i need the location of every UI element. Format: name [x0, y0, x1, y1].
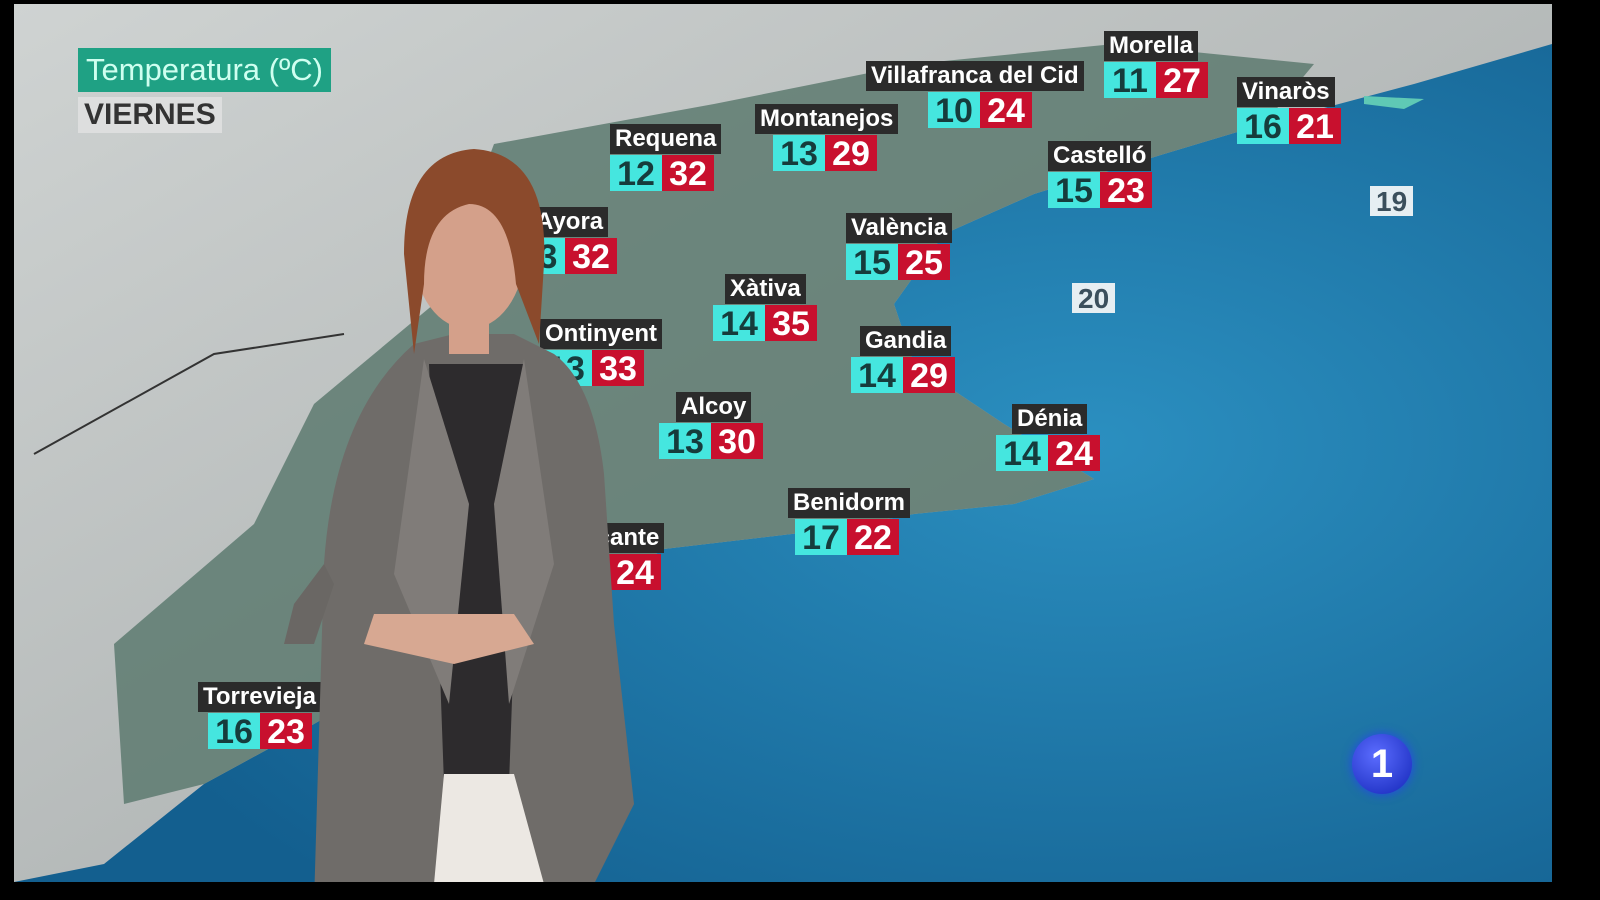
presenter [284, 149, 634, 882]
min-temp: 15 [846, 244, 898, 282]
sea-temp-label: 19 [1370, 186, 1414, 217]
city-morella: Morella 11 27 [1104, 31, 1208, 100]
min-temp: 16 [208, 713, 260, 751]
city-name: Xàtiva [725, 274, 806, 304]
city-denia: Dénia 14 24 [996, 404, 1100, 473]
max-temp: 29 [825, 135, 877, 173]
max-temp: 24 [609, 554, 661, 592]
city-montanejos: Montanejos 13 29 [755, 104, 899, 173]
weather-map: Temperatura (ºC) VIERNES 19 20 Requena 12… [14, 4, 1552, 882]
city-torrevieja: Torrevieja 16 23 [198, 682, 321, 751]
min-temp: 14 [713, 305, 765, 343]
city-gandia: Gandia 14 29 [851, 326, 955, 395]
city-castello: Castelló 15 23 [1048, 141, 1152, 210]
city-name: Dénia [1012, 404, 1088, 434]
city-vinaros: Vinaròs 16 21 [1237, 77, 1341, 146]
city-alcoy: Alcoy 13 30 [659, 392, 763, 461]
city-name: Morella [1104, 31, 1199, 61]
sea-temp-label: 20 [1072, 283, 1116, 314]
city-name: Alcoy [676, 392, 752, 422]
min-temp: 16 [1237, 108, 1289, 146]
city-valencia: València 15 25 [846, 213, 953, 282]
max-temp: 24 [980, 92, 1032, 130]
max-temp: 30 [711, 423, 763, 461]
city-name: Montanejos [755, 104, 899, 134]
min-temp: 11 [1104, 62, 1156, 100]
max-temp: 33 [592, 350, 644, 388]
max-temp: 32 [662, 155, 714, 193]
city-requena: Requena 12 32 [610, 124, 722, 193]
max-temp: 24 [1048, 435, 1100, 473]
max-temp: 32 [565, 238, 617, 276]
city-villafranca: Villafranca del Cid 10 24 [866, 61, 1084, 130]
city-name: Gandia [860, 326, 952, 356]
min-temp: 14 [851, 357, 903, 395]
map-title: Temperatura (ºC) [78, 48, 331, 92]
max-temp: 35 [765, 305, 817, 343]
max-temp: 23 [260, 713, 312, 751]
city-name: València [846, 213, 953, 243]
city-name: Torrevieja [198, 682, 321, 712]
min-temp: 13 [659, 423, 711, 461]
min-temp: 14 [996, 435, 1048, 473]
max-temp: 25 [898, 244, 950, 282]
city-name: Villafranca del Cid [866, 61, 1084, 91]
min-temp: 10 [928, 92, 980, 130]
min-temp: 15 [1048, 172, 1100, 210]
channel-logo: 1 [1352, 734, 1412, 794]
min-temp: 12 [610, 155, 662, 193]
city-ontinyent: Ontinyent1333 [540, 319, 662, 388]
max-temp: 29 [903, 357, 955, 395]
city-benidorm: Benidorm 17 22 [788, 488, 911, 557]
city-name: Ayora [531, 207, 609, 237]
city-name: Vinaròs [1237, 77, 1335, 107]
city-name: Requena [610, 124, 722, 154]
min-temp: 17 [795, 519, 847, 557]
max-temp: 27 [1156, 62, 1208, 100]
forecast-day: VIERNES [78, 97, 222, 133]
max-temp: 21 [1289, 108, 1341, 146]
min-temp: 13 [773, 135, 825, 173]
city-name: Ontinyent [540, 319, 662, 349]
city-xativa: Xàtiva 14 35 [713, 274, 817, 343]
max-temp: 22 [847, 519, 899, 557]
city-name: Benidorm [788, 488, 911, 518]
city-name: Castelló [1048, 141, 1152, 171]
max-temp: 23 [1100, 172, 1152, 210]
